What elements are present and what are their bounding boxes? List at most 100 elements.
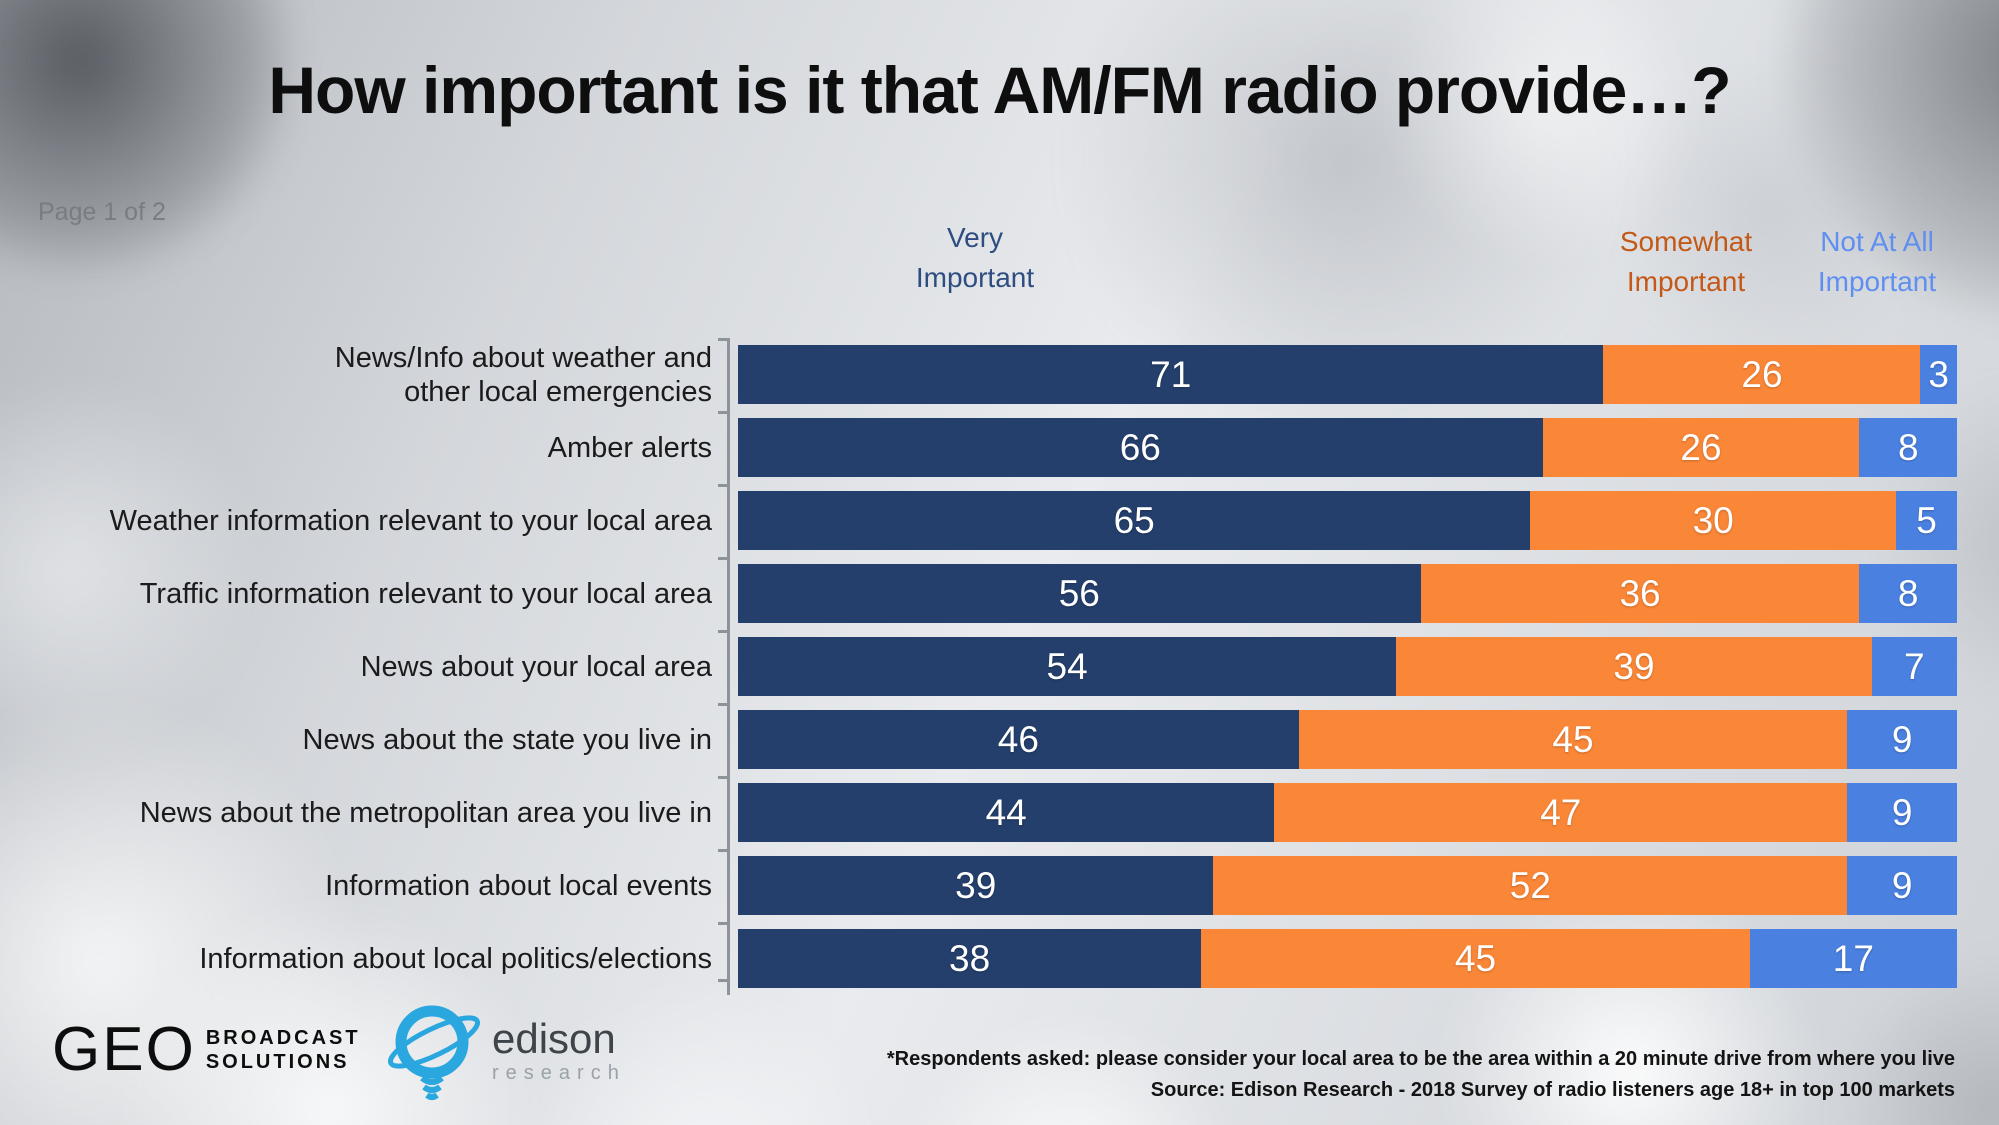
legend-label-line: Not At All [1820, 226, 1934, 257]
legend-label-line: Very [946, 222, 1004, 253]
legend-label-line: Somewhat [1619, 226, 1753, 257]
footnote-line: Source: Edison Research - 2018 Survey of… [1150, 1079, 1955, 1101]
bar-segment-somewhat-important: 26 [1603, 345, 1921, 404]
axis-tick [718, 338, 728, 341]
bar-segment-somewhat-important: 47 [1274, 783, 1848, 842]
segment-value: 30 [1692, 499, 1734, 541]
segment-value: 8 [1897, 572, 1919, 614]
segment-value: 65 [1113, 499, 1155, 541]
bar-segment-not-at-all-important: 5 [1896, 491, 1957, 550]
segment-value: 52 [1509, 864, 1551, 906]
segment-value: 9 [1891, 864, 1913, 906]
legend-not-at-all-important: Not At All Important [1762, 222, 1992, 302]
segment-value: 26 [1741, 353, 1783, 395]
page-indicator: Page 1 of 2 [38, 198, 166, 226]
category-label: News about the metropolitan area you liv… [139, 796, 712, 829]
bar-segment-not-at-all-important: 8 [1859, 418, 1957, 477]
stacked-bar: 56 36 8 [738, 564, 1957, 623]
chart-row: Traffic information relevant to your loc… [140, 564, 1957, 623]
segment-value: 9 [1891, 791, 1913, 833]
segment-value: 54 [1046, 645, 1088, 687]
stacked-bar-chart: News/Info about weather and other local … [110, 338, 1957, 1002]
segment-value: 7 [1904, 645, 1925, 687]
axis-tick [718, 849, 728, 852]
bar-segment-not-at-all-important: 9 [1847, 710, 1957, 769]
axis-tick [718, 776, 728, 779]
category-label: Weather information relevant to your loc… [109, 504, 712, 537]
chart-row: Information about local politics/electio… [199, 929, 1957, 988]
bar-segment-somewhat-important: 30 [1530, 491, 1897, 550]
category-label: Traffic information relevant to your loc… [139, 577, 712, 610]
bar-segment-very-important: 56 [738, 564, 1421, 623]
legend-label-line: Important [1626, 266, 1746, 297]
segment-value: 44 [985, 791, 1027, 833]
bar-segment-not-at-all-important: 9 [1847, 856, 1957, 915]
edison-logo-text: edison [492, 1014, 616, 1062]
geo-logo-sub-line: SOLUTIONS [205, 1051, 350, 1073]
axis-tick [718, 630, 728, 633]
geo-broadcast-solutions-logo: GEO BROADCAST SOLUTIONS [52, 1015, 361, 1084]
segment-value: 66 [1119, 426, 1161, 468]
bar-segment-not-at-all-important: 9 [1847, 783, 1957, 842]
geo-logo-sub-line: BROADCAST [205, 1027, 361, 1049]
stacked-bar: 38 45 17 [738, 929, 1957, 988]
legend-label-line: Important [1817, 266, 1937, 297]
category-label: News about your local area [360, 650, 712, 683]
stacked-bar: 54 39 7 [738, 637, 1957, 696]
axis-tick [718, 557, 728, 560]
axis-tick [718, 703, 728, 706]
stacked-bar: 39 52 9 [738, 856, 1957, 915]
bar-segment-very-important: 71 [738, 345, 1604, 404]
bar-segment-somewhat-important: 39 [1396, 637, 1872, 696]
chart-row: Weather information relevant to your loc… [110, 491, 1957, 550]
chart-row: Amber alerts 66 26 8 [548, 418, 1957, 477]
axis-tick [718, 484, 728, 487]
segment-value: 45 [1552, 718, 1594, 760]
segment-value: 9 [1891, 718, 1913, 760]
geo-logo-text: GEO [52, 1015, 196, 1084]
edison-lightbulb-icon [382, 992, 486, 1109]
axis-tick [718, 922, 728, 925]
edison-logo-sub-text: research [492, 1061, 626, 1084]
chart-rows: News/Info about weather and other local … [110, 342, 1957, 988]
segment-value: 39 [1613, 645, 1655, 687]
footnote-line: *Respondents asked: please consider your… [886, 1048, 1955, 1070]
chart-row: Information about local events 39 52 9 [325, 856, 1957, 915]
bar-segment-very-important: 38 [738, 929, 1202, 988]
bar-segment-very-important: 39 [738, 856, 1214, 915]
chart-row: News about the metropolitan area you liv… [140, 783, 1957, 842]
stacked-bar: 65 30 5 [738, 491, 1957, 550]
segment-value: 56 [1058, 572, 1100, 614]
bar-segment-very-important: 65 [738, 491, 1531, 550]
segment-value: 5 [1916, 499, 1937, 541]
legend-somewhat-important: Somewhat Important [1566, 222, 1806, 302]
segment-value: 38 [949, 937, 991, 979]
axis-tick [718, 979, 728, 982]
segment-value: 36 [1619, 572, 1661, 614]
bar-segment-somewhat-important: 36 [1420, 564, 1860, 623]
bar-segment-not-at-all-important: 7 [1871, 637, 1957, 696]
segment-value: 26 [1680, 426, 1722, 468]
stacked-bar: 71 26 3 [738, 345, 1957, 404]
segment-value: 46 [997, 718, 1039, 760]
page-title: How important is it that AM/FM radio pro… [268, 53, 1731, 127]
category-label: Amber alerts [547, 431, 712, 464]
bar-segment-very-important: 66 [738, 418, 1543, 477]
stacked-bar: 66 26 8 [738, 418, 1957, 477]
bar-segment-not-at-all-important: 8 [1859, 564, 1957, 623]
chart-row: News about the state you live in 46 45 9 [303, 710, 1957, 769]
legend-very-important: Very Important [860, 218, 1090, 298]
category-label: News/Info about weather and other local … [334, 341, 712, 408]
bar-segment-somewhat-important: 45 [1298, 710, 1848, 769]
category-label: News about the state you live in [302, 723, 712, 756]
segment-value: 3 [1928, 353, 1949, 395]
axis-tick [718, 411, 728, 414]
category-label: Information about local politics/electio… [199, 942, 712, 975]
segment-value: 17 [1832, 937, 1874, 979]
bar-segment-somewhat-important: 52 [1213, 856, 1848, 915]
edison-research-logo: edison research [382, 992, 626, 1109]
bar-segment-somewhat-important: 45 [1201, 929, 1750, 988]
chart-row: News about your local area 54 39 7 [361, 637, 1957, 696]
category-label: Information about local events [325, 869, 712, 902]
